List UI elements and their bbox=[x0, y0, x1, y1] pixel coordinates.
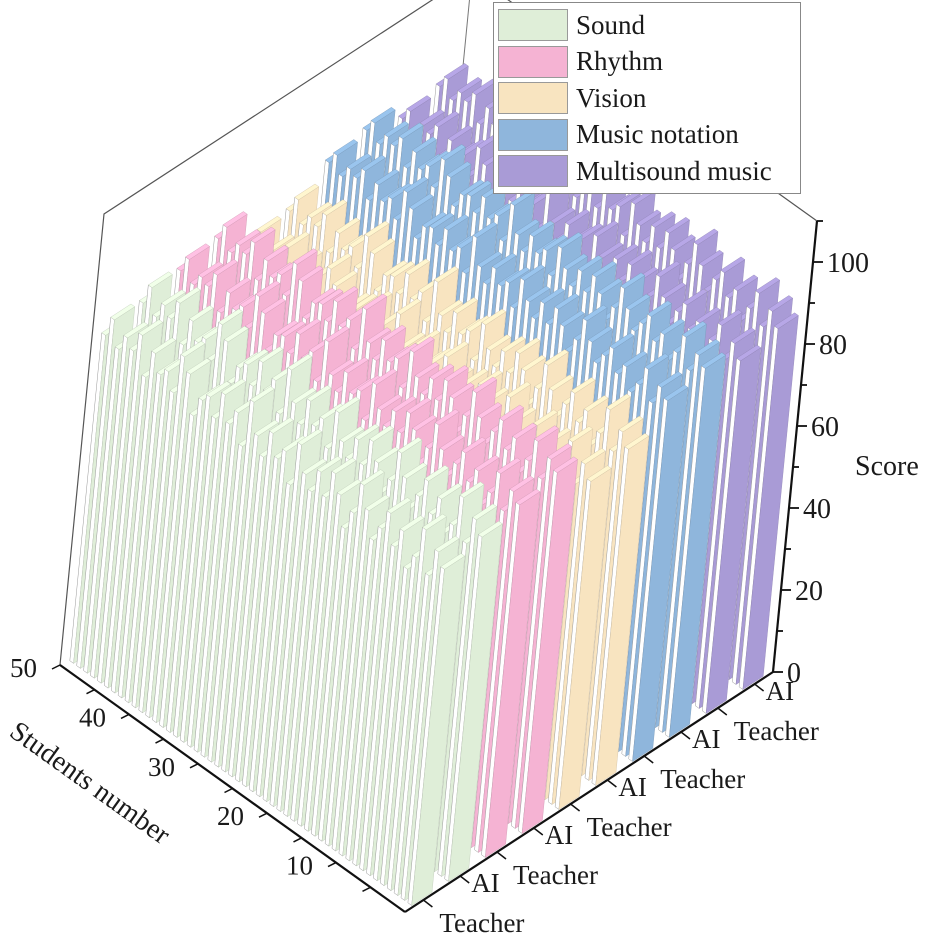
legend-item-sound: Sound bbox=[498, 7, 796, 44]
legend-label: Music notation bbox=[576, 119, 739, 150]
bar bbox=[628, 384, 689, 762]
category-tick-label: Teacher bbox=[734, 716, 819, 746]
x-tick-label: 50 bbox=[10, 653, 37, 683]
legend-swatch-vision bbox=[498, 82, 568, 115]
bar bbox=[702, 344, 762, 714]
category-tick-label: AI bbox=[766, 676, 795, 706]
x-tick-label: 30 bbox=[148, 752, 175, 782]
bar bbox=[665, 352, 726, 738]
category-tick-label: AI bbox=[545, 820, 574, 850]
legend-swatch-rhythm bbox=[498, 45, 568, 78]
legend-swatch-multisound-music bbox=[498, 155, 568, 188]
legend-label: Rhythm bbox=[576, 46, 664, 77]
z-tick-label: 80 bbox=[819, 330, 847, 361]
category-tick-label: Teacher bbox=[587, 812, 672, 842]
category-tick-label: Teacher bbox=[513, 860, 598, 890]
bars-group bbox=[69, 63, 799, 906]
z-tick-label: 100 bbox=[827, 248, 869, 279]
category-tick-label: AI bbox=[618, 772, 647, 802]
legend-item-rhythm: Rhythm bbox=[498, 44, 796, 81]
z-tick-label: 20 bbox=[795, 576, 823, 607]
category-tick-label: Teacher bbox=[660, 764, 745, 794]
z-tick-label: 0 bbox=[787, 658, 801, 689]
x-tick-label: 20 bbox=[217, 801, 244, 831]
category-tick-label: Teacher bbox=[439, 908, 524, 938]
legend-swatch-music-notation bbox=[498, 118, 568, 151]
chart-legend: Sound Rhythm Vision Music notation Multi… bbox=[493, 2, 801, 194]
x-tick-label: 10 bbox=[286, 851, 313, 881]
bar bbox=[518, 456, 578, 834]
legend-item-multisound-music: Multisound music bbox=[498, 153, 796, 190]
legend-label: Sound bbox=[576, 9, 646, 40]
category-tick-label: AI bbox=[692, 724, 721, 754]
z-tick-label: 60 bbox=[811, 412, 839, 443]
legend-label: Multisound music bbox=[576, 155, 772, 186]
x-tick-label: 40 bbox=[79, 702, 106, 732]
category-tick-label: AI bbox=[471, 868, 500, 898]
z-axis-label: Score bbox=[855, 451, 919, 482]
bar bbox=[554, 465, 612, 810]
legend-item-music-notation: Music notation bbox=[498, 117, 796, 154]
bar bbox=[591, 433, 650, 786]
bar bbox=[407, 553, 466, 906]
x-axis-label: Students number bbox=[4, 715, 176, 851]
bar bbox=[481, 488, 541, 858]
legend-item-vision: Vision bbox=[498, 80, 796, 117]
z-tick-label: 40 bbox=[803, 494, 831, 525]
legend-label: Vision bbox=[576, 82, 647, 113]
bar bbox=[444, 520, 503, 882]
legend-swatch-sound bbox=[498, 9, 568, 42]
bar bbox=[738, 312, 799, 690]
